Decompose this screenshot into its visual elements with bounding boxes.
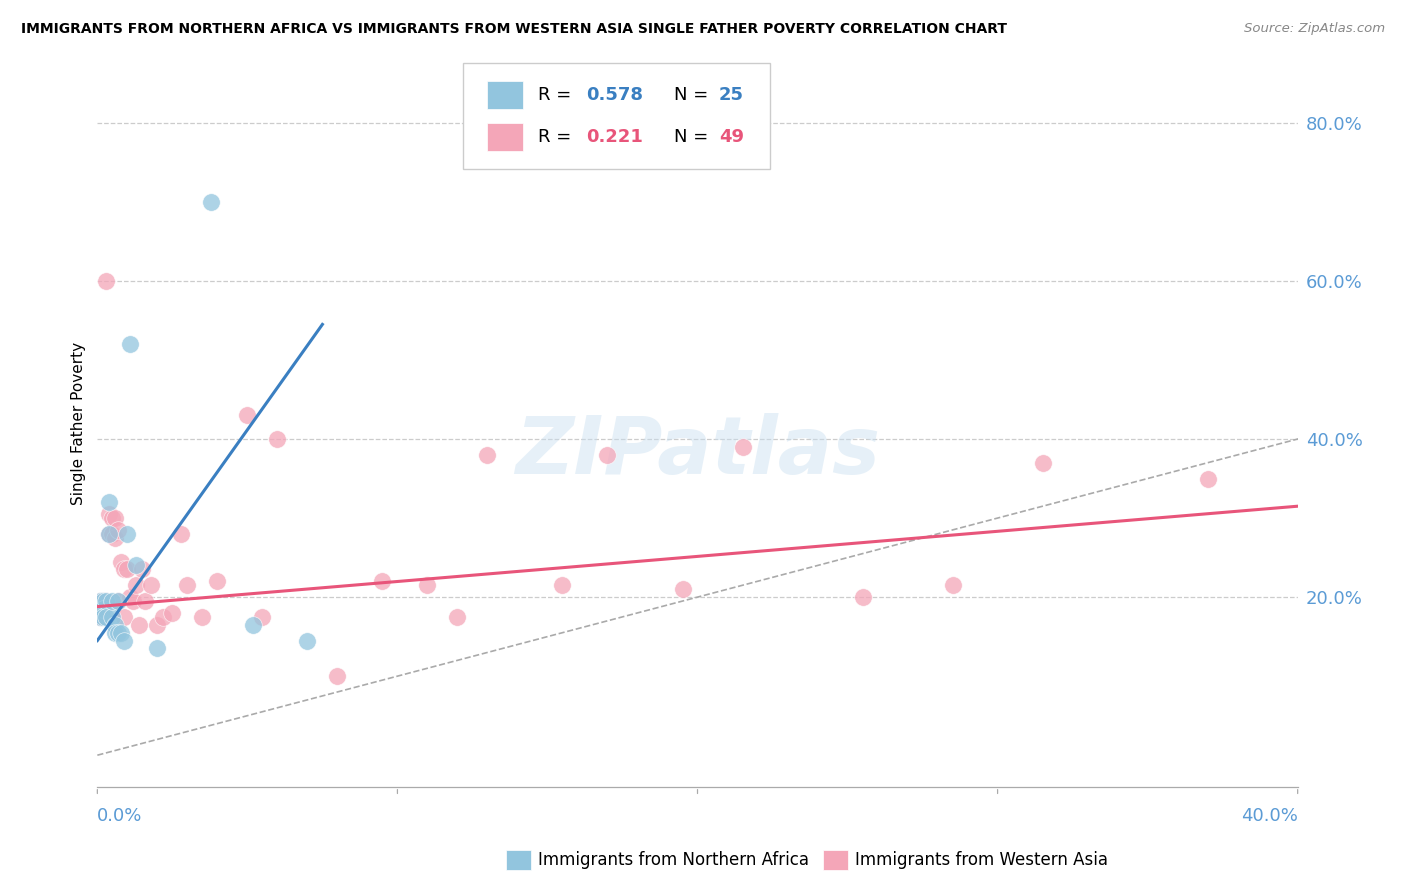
Text: 0.578: 0.578 [586, 86, 643, 104]
Point [89, 610, 111, 624]
Point [89, 602, 111, 616]
Point [731, 440, 754, 454]
Point [104, 531, 127, 545]
Point [96, 594, 118, 608]
Text: 0.221: 0.221 [586, 128, 643, 146]
Point [98, 527, 121, 541]
Point [942, 578, 965, 592]
Point [112, 610, 135, 624]
Bar [488, 123, 523, 151]
Point [176, 578, 198, 592]
Y-axis label: Single Father Poverty: Single Father Poverty [72, 342, 86, 505]
Point [93, 594, 115, 608]
Point [125, 578, 148, 592]
Point [122, 594, 145, 608]
FancyBboxPatch shape [464, 63, 769, 169]
Point [207, 574, 229, 589]
Point [191, 610, 214, 624]
Text: 25: 25 [718, 86, 744, 104]
Point [96, 274, 118, 288]
Point [110, 555, 132, 569]
Point [98, 507, 121, 521]
Point [200, 194, 222, 209]
Text: 49: 49 [718, 128, 744, 146]
Point [112, 562, 135, 576]
Point [93, 602, 115, 616]
Point [101, 511, 124, 525]
Point [101, 610, 124, 624]
Point [477, 448, 499, 462]
Point [110, 625, 132, 640]
Point [89, 610, 111, 624]
Point [89, 602, 111, 616]
Point [120, 590, 142, 604]
Point [297, 633, 319, 648]
Point [252, 610, 274, 624]
Point [93, 602, 115, 616]
Point [89, 594, 111, 608]
Point [120, 337, 142, 351]
Point [107, 594, 129, 608]
Text: Immigrants from Northern Africa: Immigrants from Northern Africa [538, 851, 810, 869]
Text: R =: R = [538, 128, 571, 146]
Point [1197, 471, 1219, 485]
Point [170, 527, 193, 541]
Point [551, 578, 574, 592]
Text: Source: ZipAtlas.com: Source: ZipAtlas.com [1244, 22, 1385, 36]
Point [596, 448, 619, 462]
Point [134, 594, 156, 608]
Point [93, 610, 115, 624]
Text: N =: N = [673, 86, 707, 104]
Text: N =: N = [673, 128, 707, 146]
Text: IMMIGRANTS FROM NORTHERN AFRICA VS IMMIGRANTS FROM WESTERN ASIA SINGLE FATHER PO: IMMIGRANTS FROM NORTHERN AFRICA VS IMMIG… [21, 22, 1007, 37]
Point [326, 669, 349, 683]
Point [146, 617, 169, 632]
Point [104, 511, 127, 525]
Point [93, 594, 115, 608]
Point [131, 562, 153, 576]
Text: R =: R = [538, 86, 571, 104]
Point [89, 594, 111, 608]
Point [107, 594, 129, 608]
Point [671, 582, 693, 597]
Point [162, 606, 184, 620]
Text: 0.0%: 0.0% [97, 806, 143, 824]
Point [141, 578, 163, 592]
Point [446, 610, 468, 624]
Text: 40.0%: 40.0% [1241, 806, 1298, 824]
Point [851, 590, 873, 604]
Point [112, 633, 135, 648]
Point [117, 562, 139, 576]
Point [117, 527, 139, 541]
Point [96, 594, 118, 608]
Point [371, 574, 394, 589]
Point [101, 527, 124, 541]
Bar [488, 81, 523, 109]
Point [1032, 456, 1054, 470]
Point [146, 641, 169, 656]
Point [236, 409, 259, 423]
Point [96, 610, 118, 624]
Point [152, 610, 174, 624]
Point [266, 432, 288, 446]
Text: ZIPatlas: ZIPatlas [515, 413, 880, 491]
Text: Immigrants from Western Asia: Immigrants from Western Asia [855, 851, 1108, 869]
Point [98, 527, 121, 541]
Point [242, 617, 264, 632]
Point [104, 625, 127, 640]
Point [101, 594, 124, 608]
Point [416, 578, 439, 592]
Point [107, 523, 129, 537]
Point [107, 625, 129, 640]
Point [128, 617, 150, 632]
Point [104, 617, 127, 632]
Point [125, 558, 148, 573]
Point [98, 495, 121, 509]
